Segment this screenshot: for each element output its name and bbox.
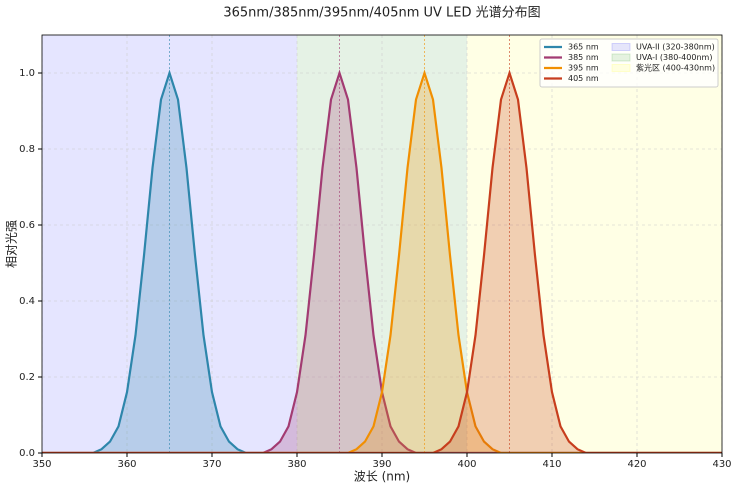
line bbox=[42, 69, 722, 453]
legend bbox=[539, 38, 719, 88]
x-axis-label: 波长 (nm) bbox=[354, 470, 410, 484]
legend-label: 395 nm bbox=[568, 64, 599, 73]
y-tick-label: 0.0 bbox=[19, 448, 35, 459]
x-tick-label: 420 bbox=[627, 459, 646, 470]
x-tick-label: 370 bbox=[202, 459, 221, 470]
chart-title: 365nm/385nm/395nm/405nm UV LED 光谱分布图 bbox=[223, 6, 540, 21]
y-tick-label: 0.8 bbox=[19, 144, 35, 155]
legend-label: UVA-I (380-400nm) bbox=[636, 53, 712, 62]
legend-label: 紫光区 (400-430nm) bbox=[636, 63, 715, 73]
y-tick-label: 1.0 bbox=[19, 68, 35, 79]
legend-swatch bbox=[611, 64, 631, 72]
x-tick-label: 350 bbox=[32, 459, 51, 470]
legend-label: 385 nm bbox=[568, 53, 599, 62]
legend-label: 405 nm bbox=[568, 74, 599, 83]
x-tick-label: 430 bbox=[712, 459, 731, 470]
x-tick-label: 360 bbox=[117, 459, 136, 470]
x-tick-label: 410 bbox=[542, 459, 561, 470]
line bbox=[42, 69, 722, 453]
y-tick-label: 0.4 bbox=[19, 296, 35, 307]
area bbox=[42, 73, 722, 453]
x-tick-label: 390 bbox=[372, 459, 391, 470]
plot-area bbox=[42, 35, 722, 453]
legend-label: UVA-II (320-380nm) bbox=[636, 43, 715, 52]
x-tick-label: 400 bbox=[457, 459, 476, 470]
plot-frame bbox=[41, 34, 723, 454]
y-tick-label: 0.6 bbox=[19, 220, 35, 231]
y-tick-label: 0.2 bbox=[19, 372, 35, 383]
legend-label: 365 nm bbox=[568, 43, 599, 52]
x-tick-label: 380 bbox=[287, 459, 306, 470]
legend-swatch bbox=[611, 53, 631, 62]
legend-swatch bbox=[611, 43, 631, 51]
y-axis-label: 相对光强 bbox=[5, 220, 19, 268]
